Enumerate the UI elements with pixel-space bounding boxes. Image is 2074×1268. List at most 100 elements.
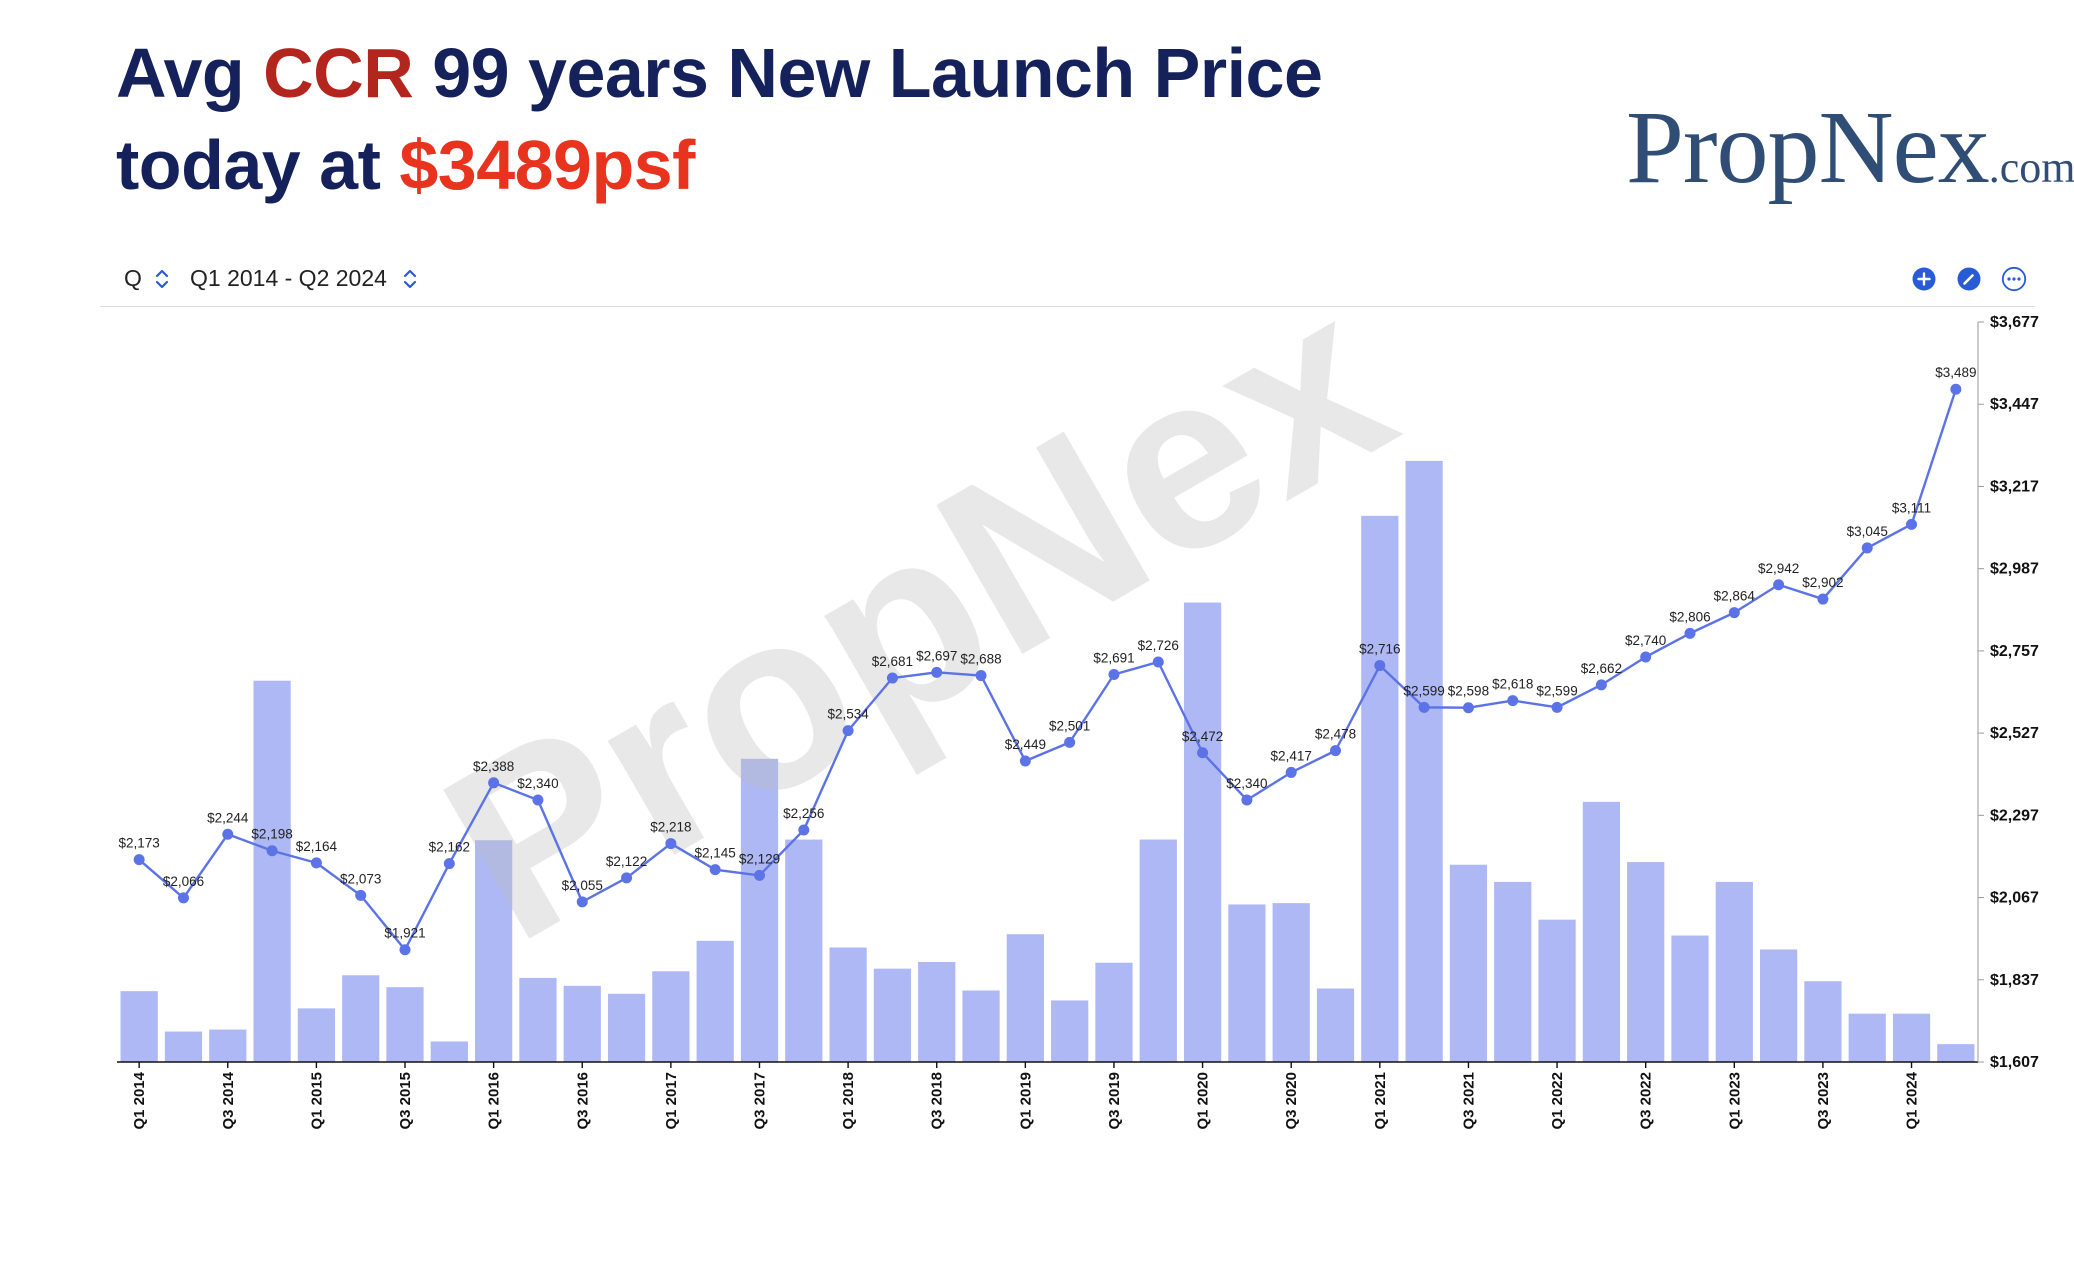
bar-q2-2020 <box>1228 904 1266 1062</box>
point-value-label: $2,598 <box>1448 684 1489 699</box>
period-select-label[interactable]: Q1 2014 - Q2 2024 <box>190 265 387 291</box>
bar-q3-2023 <box>1804 981 1842 1062</box>
add-plus-circle-icon[interactable] <box>1911 266 1937 292</box>
bar-q2-2023 <box>1759 949 1798 1062</box>
price-point <box>133 854 145 866</box>
bar-q1-2017 <box>652 971 690 1062</box>
point-value-label: $2,129 <box>739 851 780 866</box>
bar-q4-2017 <box>785 839 823 1062</box>
frequency-select-label[interactable]: Q <box>124 265 142 291</box>
x-tick-label: Q3 2015 <box>397 1072 414 1130</box>
point-value-label: $2,164 <box>296 839 338 854</box>
title-prefix: Avg <box>116 34 264 112</box>
point-value-label: $2,599 <box>1536 683 1577 698</box>
point-value-label: $2,478 <box>1315 727 1356 742</box>
more-options-circle-icon[interactable] <box>2001 266 2027 292</box>
bar-q1-2019 <box>1006 934 1044 1062</box>
price-point <box>177 892 189 904</box>
x-tick-label: Q1 2014 <box>131 1071 148 1129</box>
x-tick-label: Q1 2018 <box>840 1072 857 1130</box>
bar-q3-2020 <box>1272 903 1310 1062</box>
chart-toolbar: Q Q1 2014 - Q2 2024 <box>100 250 2035 307</box>
y-tick-label: $3,677 <box>1990 314 2039 331</box>
price-point <box>1595 679 1607 691</box>
bar-q1-2022 <box>1538 919 1576 1062</box>
bar-q3-2018 <box>918 962 956 1062</box>
price-point <box>665 838 677 850</box>
price-point <box>1462 702 1474 714</box>
price-point <box>1019 755 1031 767</box>
point-value-label: $2,691 <box>1093 650 1134 665</box>
bar-q2-2019 <box>1051 1000 1089 1062</box>
frequency-chevron-updown-icon[interactable] <box>154 266 170 292</box>
bar-q4-2015 <box>430 1041 468 1062</box>
price-point <box>1950 383 1962 395</box>
price-point <box>1064 736 1076 748</box>
x-tick-label: Q1 2021 <box>1372 1072 1389 1130</box>
y-tick-label: $2,297 <box>1990 807 2039 824</box>
x-tick-label: Q3 2018 <box>929 1072 946 1130</box>
point-labels: $2,173 $2,066 $2,244$2,198 $2,164 $2,073 $1,9… <box>119 365 1977 941</box>
point-value-label: $2,740 <box>1625 633 1666 648</box>
y-tick-label: $3,217 <box>1990 478 2039 495</box>
price-line-series <box>133 383 1962 956</box>
bar-q4-2019 <box>1139 839 1177 1062</box>
x-tick-label: Q3 2016 <box>574 1072 591 1130</box>
point-value-label: $3,111 <box>1892 500 1931 515</box>
x-tick-label: Q1 2015 <box>308 1072 325 1130</box>
price-point <box>1551 701 1563 713</box>
point-value-label: $2,340 <box>1226 776 1267 791</box>
bar-q2-2024 <box>1937 1044 1975 1062</box>
point-value-label: $2,122 <box>606 854 647 869</box>
x-tick-label: Q1 2020 <box>1195 1072 1212 1130</box>
price-point <box>488 777 500 789</box>
title-prefix-2: today at <box>116 126 400 204</box>
point-value-label: $2,073 <box>340 871 381 886</box>
point-value-label: $2,472 <box>1182 729 1223 744</box>
x-tick-label: Q3 2021 <box>1460 1072 1477 1130</box>
bar-q1-2018 <box>829 947 867 1062</box>
bar-q3-2016 <box>563 985 601 1062</box>
bar-q3-2014 <box>209 1029 247 1062</box>
price-point <box>1197 747 1209 759</box>
x-tick-label: Q3 2014 <box>220 1071 237 1129</box>
bar-q2-2015 <box>342 975 380 1062</box>
price-point <box>1374 660 1386 672</box>
y-tick-label: $1,837 <box>1990 972 2039 989</box>
bar-q2-2014 <box>164 1031 203 1062</box>
y-axis: $1,607 $1,837 $2,067 $2,297 $2,527 $2,757 $2,9… <box>1978 314 2039 1071</box>
price-point <box>1285 766 1297 778</box>
price-point <box>621 872 633 884</box>
bar-q2-2022 <box>1582 801 1620 1062</box>
bar-q1-2021 <box>1361 515 1399 1062</box>
title-suffix: 99 years New Launch Price <box>413 34 1323 112</box>
point-value-label: $2,534 <box>827 707 869 722</box>
point-value-label: $2,066 <box>163 874 204 889</box>
price-point <box>753 869 765 881</box>
period-chevron-updown-icon[interactable] <box>402 266 418 292</box>
bar-q3-2017 <box>740 758 779 1062</box>
price-point <box>1861 542 1873 554</box>
point-value-label: $2,198 <box>251 827 292 842</box>
price-line <box>138 388 1957 951</box>
y-tick-label: $3,447 <box>1990 396 2039 413</box>
point-value-label: $2,618 <box>1492 677 1533 692</box>
bar-q1-2020 <box>1183 602 1222 1062</box>
price-point <box>576 896 588 908</box>
point-value-label: $2,864 <box>1714 589 1756 604</box>
y-tick-label: $1,607 <box>1990 1054 2039 1071</box>
price-chart: PropNex $2,173$2,066$2,244$2,198$2,164$2… <box>117 310 2039 1130</box>
bar-q1-2014 <box>120 991 158 1062</box>
point-value-label: $2,681 <box>872 654 913 669</box>
point-value-label: $2,716 <box>1359 642 1400 657</box>
edit-pencil-circle-icon[interactable] <box>1956 266 1982 292</box>
bar-q4-2022 <box>1671 935 1709 1062</box>
x-tick-label: Q1 2022 <box>1549 1072 1566 1130</box>
x-tick-label: Q1 2023 <box>1726 1072 1743 1130</box>
bar-q1-2016 <box>475 840 513 1062</box>
price-point <box>1640 651 1652 663</box>
price-point <box>709 864 721 876</box>
bar-q1-2024 <box>1892 1013 1931 1062</box>
point-value-label: $2,173 <box>119 836 160 851</box>
price-point <box>1330 745 1342 757</box>
